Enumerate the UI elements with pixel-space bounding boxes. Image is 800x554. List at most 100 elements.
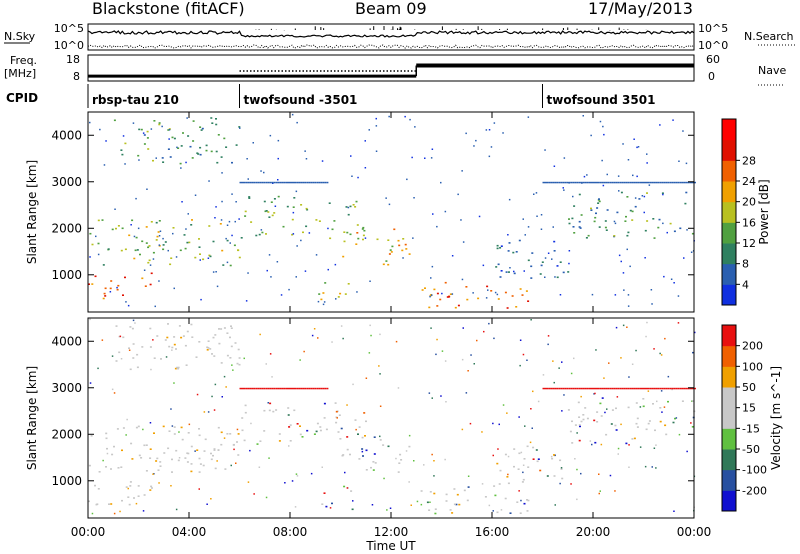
cpid-label: CPID [6,91,38,105]
power-cell [252,142,254,144]
power-cell [97,219,100,222]
power-cell [276,261,279,263]
noise-panel-frame [87,23,695,51]
power-cell [622,143,624,145]
velocity-cell [429,501,431,503]
power-cell [290,181,292,184]
velocity-cell [241,429,244,432]
power-cell [291,218,294,221]
power-cell [673,181,676,184]
power-cell [571,217,574,220]
velocity-cell [278,440,281,442]
velocity-cell [283,387,286,390]
power-cell [550,181,553,184]
power-cell [89,232,92,235]
velocity-cell [316,387,319,390]
power-cell [556,276,559,279]
velocity-cell [236,441,238,443]
power-cell [536,215,538,217]
power-cell [375,125,378,127]
power-cell [200,298,202,301]
velocity-cell [263,409,266,412]
velocity-cell [206,346,209,349]
velocity-cell [379,435,381,438]
power-cell [428,306,431,309]
power-cell [167,148,170,150]
power-cell [194,256,197,259]
velocity-cell [569,430,572,433]
velocity-cell [352,500,354,502]
velocity-cell [152,473,154,475]
power-cell [518,239,521,242]
velocity-cell [681,400,684,402]
velocity-cell [566,387,569,390]
velocity-cell [306,429,309,432]
power-cell [502,132,504,134]
velocity-cell [608,362,610,364]
power-cell [564,181,567,184]
velocity-cell [135,426,138,429]
power-cell [186,117,188,119]
power-cell [135,236,138,239]
power-cell [342,255,345,258]
power-cell [310,181,313,184]
velocity-cell [212,454,214,457]
power-cell [641,181,644,184]
velocity-cell [131,327,134,330]
velocity-cell [461,428,464,431]
velocity-cell [559,459,562,462]
power-cell [570,181,573,184]
power-cell [497,263,500,266]
power-cell [150,128,153,130]
power-cell [662,193,664,196]
noise-search-trace [87,44,695,49]
power-cell [212,240,215,243]
power-cell [572,226,575,228]
velocity-cell [226,433,229,435]
velocity-cell [315,430,318,433]
power-cell [152,159,154,162]
power-cell [146,130,149,133]
power-cell [91,283,94,285]
power-cell [220,219,223,221]
velocity-cell [362,455,364,457]
velocity-cell [143,444,146,447]
colorbar-swatch [722,160,736,182]
velocity-cell [298,387,301,390]
colorbar-swatch [722,222,736,244]
power-cell [268,216,271,218]
power-cell [286,205,289,208]
velocity-cell [371,504,374,506]
velocity-cell [120,466,123,468]
power-cell [199,259,201,261]
velocity-cell [113,445,115,448]
power-cell [229,242,231,244]
power-cell [182,132,184,134]
velocity-cell [580,387,583,390]
power-cell [556,265,559,267]
power-cell [391,245,394,248]
velocity-cell [615,387,618,390]
velocity-cell [247,481,250,483]
velocity-cell [451,512,454,514]
power-cell [613,220,616,223]
velocity-cell [553,454,555,456]
power-cell [169,263,172,266]
velocity-cell [601,397,604,399]
power-cell [440,181,442,184]
velocity-cell [498,423,500,426]
velocity-cell [296,387,299,390]
power-cell [546,181,549,184]
velocity-cell [312,387,315,390]
velocity-cell [522,478,525,481]
velocity-cell [251,387,254,390]
velocity-cell [149,489,152,491]
power-cell [421,289,424,291]
velocity-cell [636,417,639,420]
power-cell [238,256,241,259]
power-cell [626,196,629,198]
y-tick-label: 2000 [51,221,82,235]
velocity-cell [118,351,121,354]
velocity-cell [97,367,99,370]
